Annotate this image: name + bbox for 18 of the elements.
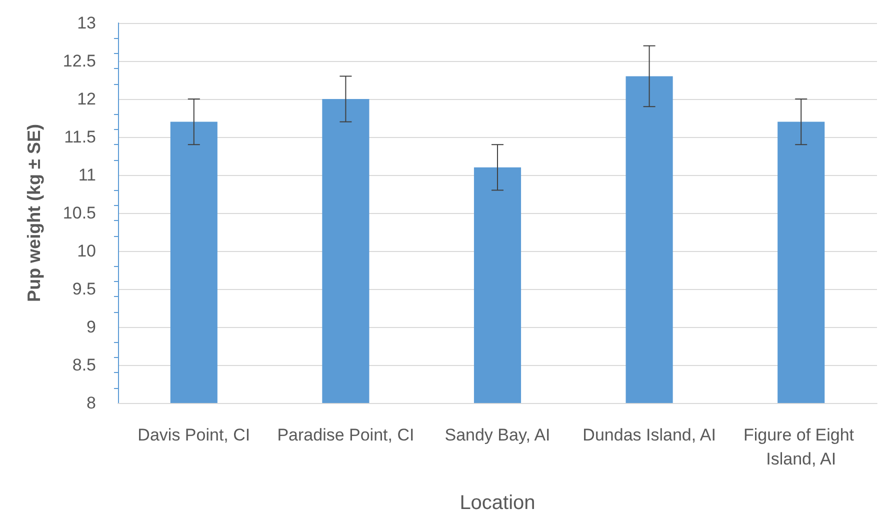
y-tick-label: 8 — [86, 394, 96, 412]
x-axis-title: Location — [460, 492, 536, 514]
y-tick-label: 11 — [78, 166, 96, 184]
x-tick-label: Davis Point, CI — [138, 426, 250, 444]
y-tick-label: 9.5 — [72, 280, 96, 298]
x-tick-label: Figure of Eight Island, AI — [743, 426, 859, 468]
y-tick-label: 12.5 — [62, 52, 96, 70]
y-tick-label: 10.5 — [62, 204, 96, 222]
x-tick-label: Dundas Island, AI — [582, 426, 716, 444]
y-tick-label: 10 — [77, 242, 96, 260]
y-tick-label: 13 — [77, 14, 96, 32]
x-tick-label: Sandy Bay, AI — [444, 426, 550, 444]
y-tick-label: 9 — [86, 318, 96, 336]
x-tick-label: Paradise Point, CI — [277, 426, 414, 444]
y-axis-title: Pup weight (kg ± SE) — [24, 124, 44, 302]
y-tick-label: 11.5 — [64, 128, 96, 146]
y-tick-label: 12 — [77, 90, 96, 108]
y-tick-label: 8.5 — [72, 356, 96, 374]
